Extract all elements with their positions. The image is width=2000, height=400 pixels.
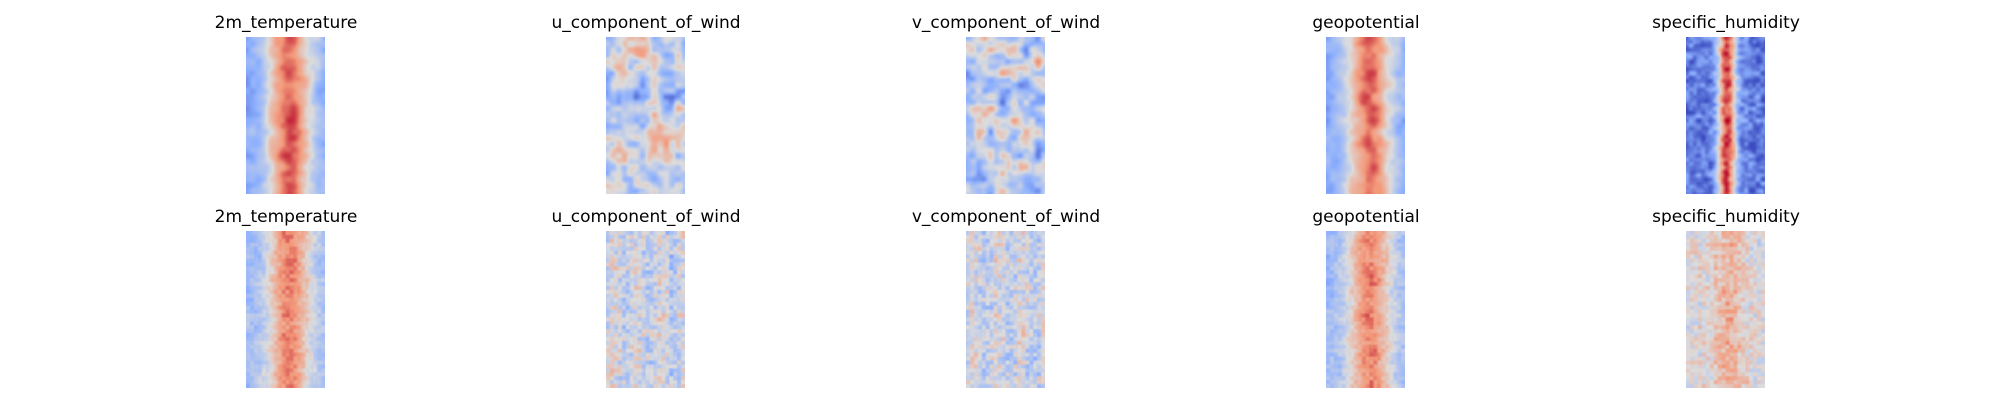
panel-title: u_component_of_wind [551,207,741,227]
heatmap-image [606,37,685,194]
heatmap-image [1326,37,1405,194]
panel-title: v_component_of_wind [911,207,1101,227]
panel-title: 2m_temperature [214,207,358,227]
heatmap-image [246,37,325,194]
heatmap-image [966,37,1045,194]
panel-title: u_component_of_wind [551,13,741,33]
panel-title: 2m_temperature [214,13,358,33]
heatmap-image [1686,231,1765,388]
heatmap-image [1326,231,1405,388]
panel-title: geopotential [1312,207,1420,227]
panel-title: specific_humidity [1652,207,1800,227]
heatmap-image [966,231,1045,388]
panel-title: specific_humidity [1652,13,1800,33]
panel-title: v_component_of_wind [911,13,1101,33]
panel-title: geopotential [1312,13,1420,33]
heatmap-image [606,231,685,388]
heatmap-image [246,231,325,388]
heatmap-image [1686,37,1765,194]
